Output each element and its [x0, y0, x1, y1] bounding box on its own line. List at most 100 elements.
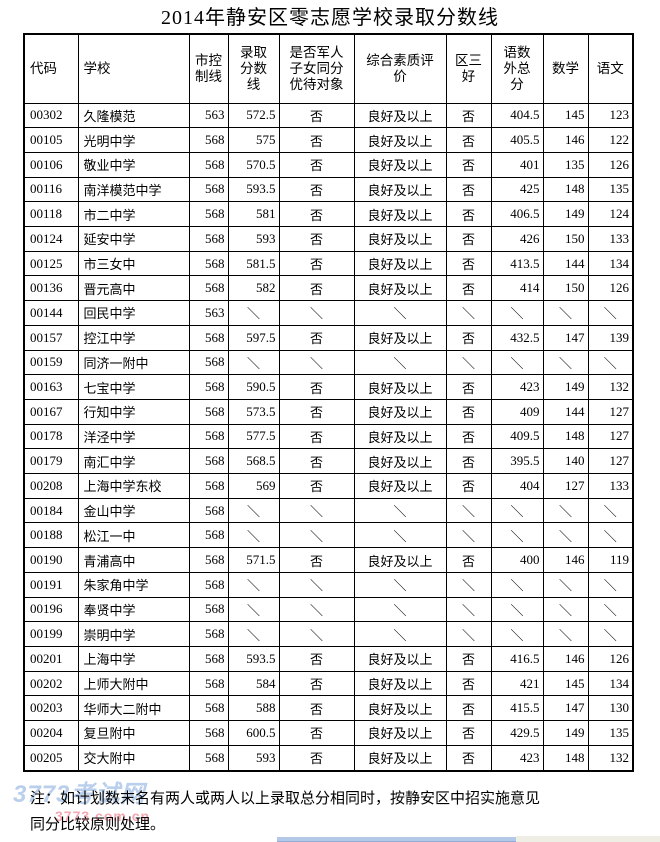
table-cell: 00202: [23, 670, 79, 697]
table-row: 00196 奉贤中学 568 ＼ ＼ ＼ ＼ ＼ ＼ ＼: [23, 596, 634, 623]
table-cell: ＼: [227, 571, 280, 598]
table-cell: 146: [542, 127, 589, 153]
table-cell: 00188: [23, 522, 79, 549]
table-cell: 413.5: [490, 250, 544, 277]
table-cell: ＼: [490, 621, 544, 647]
table-cell: 否: [278, 720, 355, 746]
table-cell: 568: [188, 621, 229, 647]
table-cell: 否: [445, 275, 492, 302]
table-cell: ＼: [227, 300, 280, 326]
column-header: 语文: [587, 33, 634, 104]
table-cell: 00163: [23, 374, 79, 400]
table-cell: 否: [445, 473, 492, 499]
table-row: 00116 南洋模范中学 568 593.5 否良好及以上否 425 148 135: [23, 176, 634, 203]
table-cell: 146: [542, 645, 589, 672]
table-cell: 否: [445, 398, 492, 425]
table-cell: ＼: [353, 349, 447, 376]
table-cell: 否: [445, 102, 492, 129]
table-cell: ＼: [542, 300, 589, 326]
table-cell: 市三女中: [77, 250, 190, 277]
table-row: 00178 洋泾中学 568 577.5 否良好及以上否 409.5 148 127: [23, 423, 634, 450]
table-cell: 150: [542, 275, 589, 302]
cropped-bottom-strip: [516, 836, 660, 842]
table-cell: ＼: [227, 596, 280, 623]
table-cell: 568: [188, 423, 229, 450]
table-cell: 132: [587, 744, 634, 772]
table-cell: 否: [278, 151, 355, 178]
table-cell: 563: [188, 102, 229, 129]
table-cell: 423: [490, 744, 544, 772]
table-row: 00105 光明中学 568 575 否良好及以上否 405.5 146 122: [23, 127, 634, 153]
table-cell: 593: [227, 744, 280, 772]
table-cell: 140: [542, 448, 589, 475]
table-cell: 00178: [23, 423, 79, 450]
table-cell: 上海中学东校: [77, 473, 190, 499]
table-cell: 否: [445, 127, 492, 153]
table-cell: 568: [188, 448, 229, 475]
table-cell: 交大附中: [77, 744, 190, 772]
table-cell: 否: [445, 374, 492, 400]
table-cell: ＼: [445, 497, 492, 524]
table-cell: 147: [542, 324, 589, 351]
table-cell: 575: [227, 127, 280, 153]
table-cell: 否: [445, 448, 492, 475]
table-cell: 405.5: [490, 127, 544, 153]
table-cell: 577.5: [227, 423, 280, 450]
table-cell: 青浦高中: [77, 547, 190, 573]
table-cell: 568: [188, 695, 229, 722]
table-cell: 568: [188, 645, 229, 672]
table-cell: 良好及以上: [353, 744, 447, 772]
table-cell: ＼: [353, 621, 447, 647]
footnote: 注：如计划数末名有两人或两人以上录取总分相同时，按静安区中招实施意见 同分比较原…: [30, 791, 541, 833]
table-cell: 良好及以上: [353, 374, 447, 400]
table-cell: 00201: [23, 645, 79, 672]
table-cell: 否: [445, 744, 492, 772]
table-row: 00302 久隆模范 563 572.5 否良好及以上否 404.5 145 123: [23, 102, 634, 129]
table-cell: 上师大附中: [77, 670, 190, 697]
table-cell: 150: [542, 226, 589, 252]
table-cell: 否: [278, 324, 355, 351]
table-cell: 568: [188, 547, 229, 573]
table-cell: 149: [542, 201, 589, 228]
table-cell: 否: [278, 201, 355, 228]
table-cell: 568: [188, 720, 229, 746]
watermark-site-logo: 3773考试网: [13, 781, 146, 808]
table-cell: 良好及以上: [353, 102, 447, 129]
table-row: 00179 南汇中学 568 568.5 否良好及以上否 395.5 140 127: [23, 448, 634, 475]
column-header: 是否军人 子女同分 优待对象: [278, 33, 355, 104]
table-cell: 570.5: [227, 151, 280, 178]
table-cell: 148: [542, 176, 589, 203]
table-cell: 568: [188, 473, 229, 499]
table-cell: 126: [587, 645, 634, 672]
table-cell: 401: [490, 151, 544, 178]
table-cell: 七宝中学: [77, 374, 190, 400]
table-cell: 否: [278, 547, 355, 573]
table-cell: ＼: [353, 571, 447, 598]
table-cell: 良好及以上: [353, 645, 447, 672]
score-table: 代码 学校 市控 制线 录取 分数 线是否军人 子女同分 优待对象 综合素质评 价区三 …: [23, 33, 634, 772]
column-header: 数学: [542, 33, 589, 104]
table-cell: 洋泾中学: [77, 423, 190, 450]
table-cell: 复旦附中: [77, 720, 190, 746]
cropped-bottom-widget[interactable]: [277, 837, 516, 842]
table-cell: 崇明中学: [77, 621, 190, 647]
table-row: 00163 七宝中学 568 590.5 否良好及以上否 423 149 132: [23, 374, 634, 400]
table-cell: 593.5: [227, 176, 280, 203]
table-cell: 416.5: [490, 645, 544, 672]
table-cell: 控江中学: [77, 324, 190, 351]
table-cell: 395.5: [490, 448, 544, 475]
table-cell: ＼: [278, 522, 355, 549]
table-cell: 400: [490, 547, 544, 573]
table-cell: 126: [587, 275, 634, 302]
table-cell: 否: [278, 473, 355, 499]
table-cell: 409.5: [490, 423, 544, 450]
table-cell: ＼: [445, 621, 492, 647]
table-cell: ＼: [227, 522, 280, 549]
table-cell: 良好及以上: [353, 695, 447, 722]
table-cell: 421: [490, 670, 544, 697]
table-cell: ＼: [490, 300, 544, 326]
table-cell: 良好及以上: [353, 250, 447, 277]
table-cell: 568: [188, 324, 229, 351]
table-cell: ＼: [445, 522, 492, 549]
table-row: 00208 上海中学东校 568 569 否良好及以上否 404 127 133: [23, 473, 634, 499]
